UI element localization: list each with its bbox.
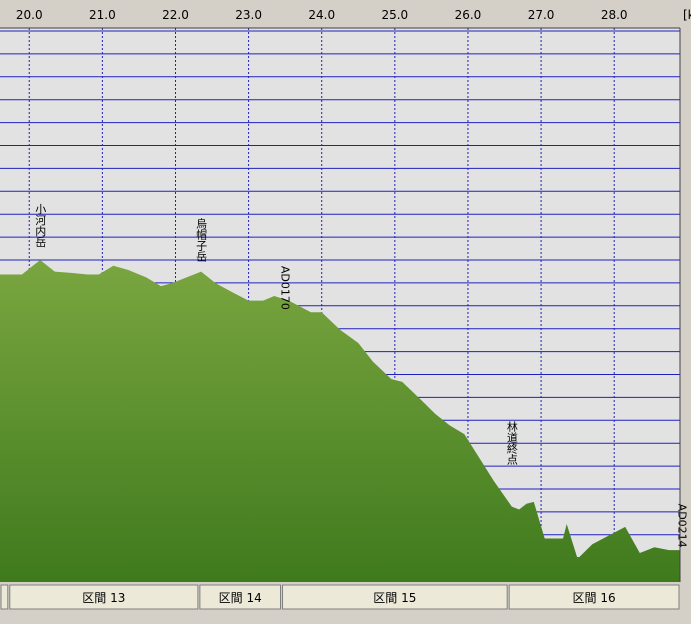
waypoint-label: 烏帽子岳 bbox=[195, 216, 208, 261]
x-tick-label: 26.0 bbox=[455, 8, 482, 22]
x-tick-label: 21.0 bbox=[89, 8, 116, 22]
section-cell[interactable] bbox=[508, 584, 680, 610]
waypoint-label: AD0214 bbox=[676, 504, 689, 548]
section-cell[interactable] bbox=[199, 584, 282, 610]
x-tick-label: 27.0 bbox=[528, 8, 555, 22]
waypoint-label: AD0170 bbox=[279, 266, 292, 310]
x-tick-label: 28.0 bbox=[601, 8, 628, 22]
x-tick-label: 24.0 bbox=[308, 8, 335, 22]
x-tick-labels: 20.0 21.0 22.0 23.0 24.0 25.0 26.0 27.0 28.0 [k bbox=[16, 8, 691, 22]
section-cell[interactable] bbox=[282, 584, 508, 610]
elevation-area bbox=[0, 260, 680, 582]
section-label: 区間 15 bbox=[373, 591, 416, 605]
x-tick-label: 22.0 bbox=[162, 8, 189, 22]
section-label: 区間 14 bbox=[219, 591, 262, 605]
section-label: 区間 13 bbox=[82, 591, 125, 605]
section-label: 区間 16 bbox=[573, 591, 616, 605]
waypoint-label: 小河内岳 bbox=[34, 203, 47, 247]
x-tick-label: 25.0 bbox=[381, 8, 408, 22]
x-tick-label: [k bbox=[683, 8, 691, 22]
section-cell[interactable] bbox=[0, 584, 9, 610]
x-axis-header bbox=[0, 0, 691, 28]
waypoint-label: 林道終点 bbox=[505, 419, 518, 465]
waypoint-labels: 小河内岳 烏帽子岳 AD0170 林道終点 AD0214 bbox=[34, 203, 689, 548]
section-cell[interactable] bbox=[9, 584, 199, 610]
x-tick-label: 23.0 bbox=[235, 8, 262, 22]
x-tick-label: 20.0 bbox=[16, 8, 43, 22]
section-bar: 区間 13 区間 14 区間 15 区間 16 bbox=[0, 582, 691, 624]
